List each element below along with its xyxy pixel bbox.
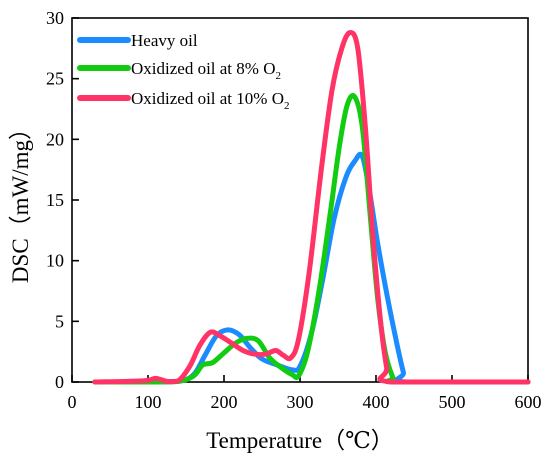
x-tick-label: 300 [287,392,314,412]
y-tick-label: 15 [46,190,64,210]
x-axis-ticks: 0 100 200 300 400 500 600 [68,375,542,412]
y-tick-label: 0 [55,372,64,392]
y-tick-label: 30 [46,8,64,28]
x-tick-label: 500 [439,392,466,412]
legend-label-text: Heavy oil [131,31,198,50]
y-tick-label: 25 [46,69,64,89]
y-tick-label: 20 [46,129,64,149]
legend-label-text: Oxidized oil at 10% O [131,89,284,108]
series-layer [92,30,531,385]
x-tick-label: 100 [135,392,162,412]
legend-label-3: Oxidized oil at 10% O2 [131,89,289,112]
y-axis-ticks: 0 5 10 15 20 25 30 [46,8,79,392]
x-tick-label: 0 [68,392,77,412]
x-tick-label: 200 [211,392,238,412]
y-axis-title: DSC（mW/mg） [8,117,33,283]
legend-label-subscript: 2 [275,70,281,82]
series-line-3 [92,30,531,385]
y-tick-label: 5 [55,311,64,331]
x-axis-title: Temperature（℃） [206,428,394,453]
x-tick-label: 400 [363,392,390,412]
x-tick-label: 600 [515,392,542,412]
legend-label-1: Heavy oil [131,31,198,50]
legend-label-subscript: 2 [284,100,290,112]
legend-label-2: Oxidized oil at 8% O2 [131,59,281,82]
y-tick-label: 10 [46,251,64,271]
legend-label-text: Oxidized oil at 8% O [131,59,275,78]
